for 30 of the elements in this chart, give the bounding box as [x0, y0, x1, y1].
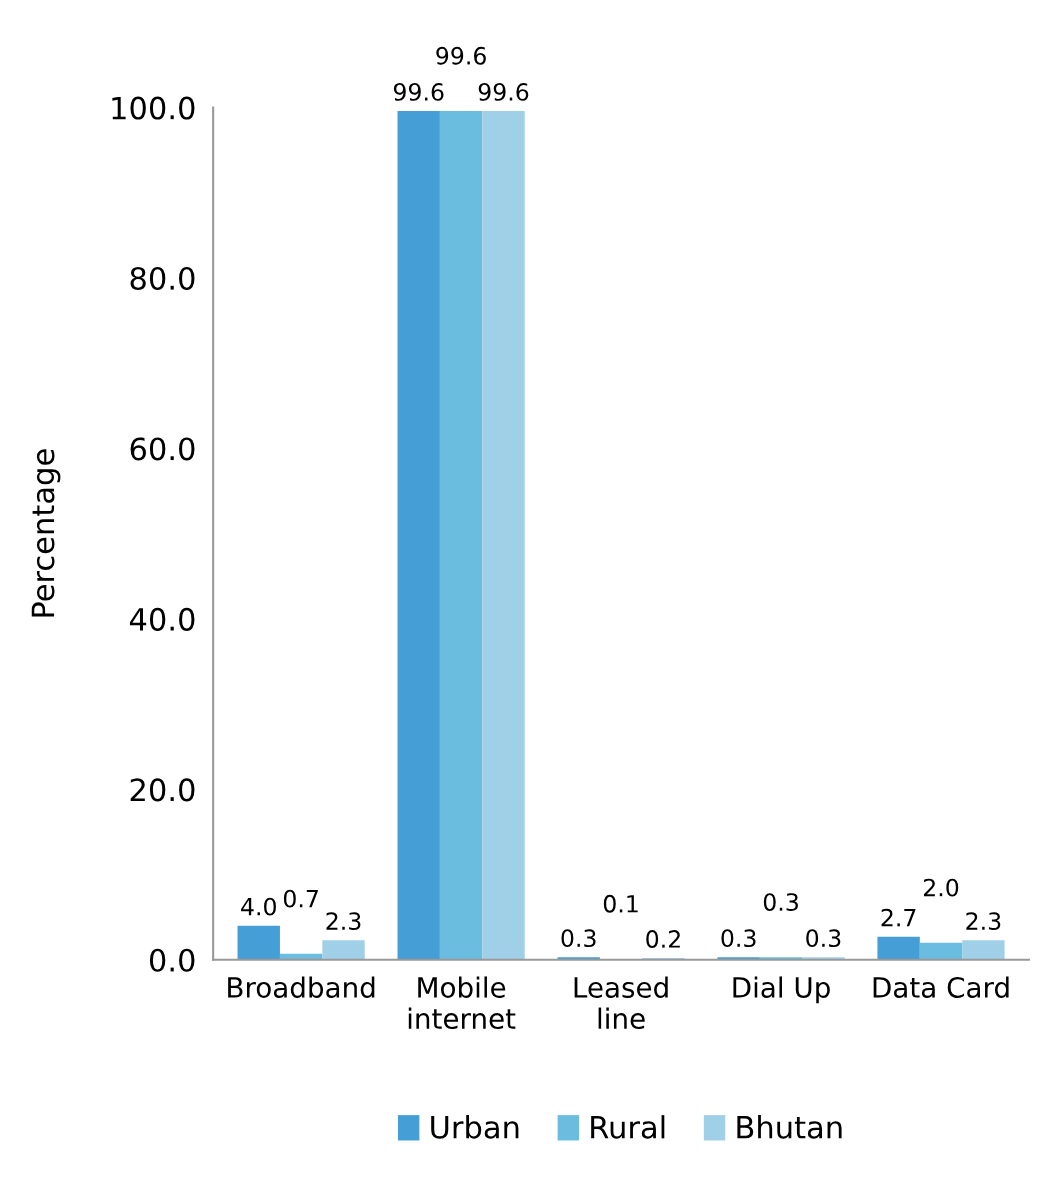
data-label: 0.3: [721, 929, 756, 948]
y-axis-title: Percentage: [31, 449, 61, 617]
legend-label: Rural: [591, 1115, 665, 1139]
data-label: 2.3: [326, 912, 361, 931]
legend-label: Bhutan: [737, 1115, 842, 1139]
legend-label: Urban: [431, 1115, 519, 1139]
y-tick-label: 60.0: [130, 437, 195, 461]
data-label: 0.3: [806, 929, 841, 948]
y-tick-label: 80.0: [130, 266, 195, 291]
data-label: 0.2: [646, 930, 680, 948]
data-label: 0.7: [283, 889, 318, 908]
x-tick-label: Data Card: [873, 976, 1009, 998]
data-label: 99.6: [478, 82, 529, 101]
data-label: 2.3: [966, 912, 1001, 931]
data-label: 2.7: [881, 908, 916, 927]
data-label: 0.3: [763, 893, 798, 911]
data-label: 99.6: [393, 82, 444, 101]
y-tick-label: 40.0: [129, 607, 195, 631]
data-label: 99.6: [436, 46, 486, 65]
y-tick-label: 20.0: [130, 778, 195, 802]
x-tick-label: Mobile internet: [408, 976, 516, 1030]
y-tick-label: 100.0: [112, 96, 195, 120]
x-tick-label: Leased line: [574, 976, 668, 1030]
data-label: 4.0: [241, 897, 276, 916]
x-tick-label: Broadband: [228, 976, 375, 998]
y-tick-label: 0.0: [149, 948, 195, 972]
data-label: 0.3: [561, 929, 596, 948]
data-label: 2.0: [923, 878, 959, 897]
x-tick-label: Dial Up: [733, 976, 830, 1004]
data-label: 0.1: [603, 894, 638, 913]
